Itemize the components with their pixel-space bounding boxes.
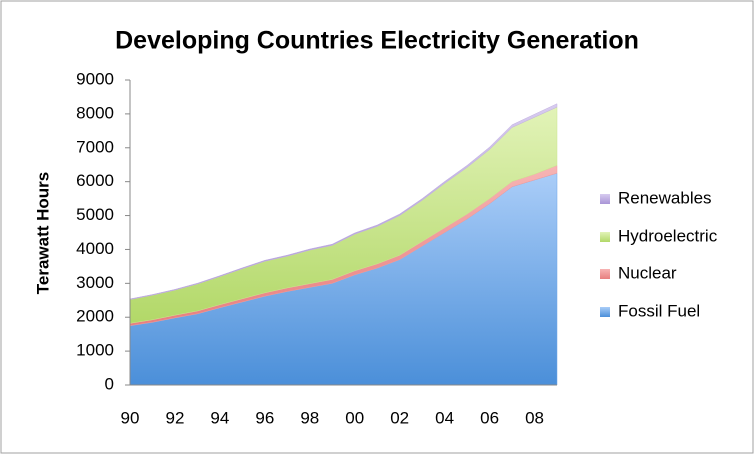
legend-label: Hydroelectric	[618, 226, 718, 245]
y-axis-label: Terawatt Hours	[33, 172, 52, 295]
y-tick-label: 9000	[76, 69, 114, 88]
area	[129, 103, 558, 300]
legend-swatch	[600, 307, 610, 317]
legend-swatch	[600, 194, 610, 204]
y-tick-label: 6000	[76, 171, 114, 190]
y-tick-label: 5000	[76, 205, 114, 224]
x-tick-label: 92	[165, 408, 184, 427]
x-tick-label: 94	[210, 408, 229, 427]
y-tick-label: 4000	[76, 239, 114, 258]
y-tick-label: 8000	[76, 103, 114, 122]
x-tick-label: 02	[390, 408, 409, 427]
legend-label: Renewables	[618, 188, 712, 207]
y-tick-label: 7000	[76, 137, 114, 156]
x-tick-label: 04	[435, 408, 454, 427]
y-tick-label: 1000	[76, 341, 114, 360]
legend-label: Fossil Fuel	[618, 301, 700, 320]
x-tick-label: 00	[345, 408, 364, 427]
x-tick-label: 06	[480, 408, 499, 427]
x-tick-label: 90	[121, 408, 140, 427]
legend-swatch	[600, 269, 610, 279]
x-tick-label: 08	[525, 408, 544, 427]
legend-swatch	[600, 232, 610, 242]
x-tick-label: 98	[300, 408, 319, 427]
x-tick-label: 96	[255, 408, 274, 427]
legend-label: Nuclear	[618, 263, 677, 282]
y-tick-label: 2000	[76, 307, 114, 326]
chart-title: Developing Countries Electricity Generat…	[115, 27, 639, 55]
y-tick-label: 0	[105, 374, 114, 393]
y-tick-label: 3000	[76, 273, 114, 292]
